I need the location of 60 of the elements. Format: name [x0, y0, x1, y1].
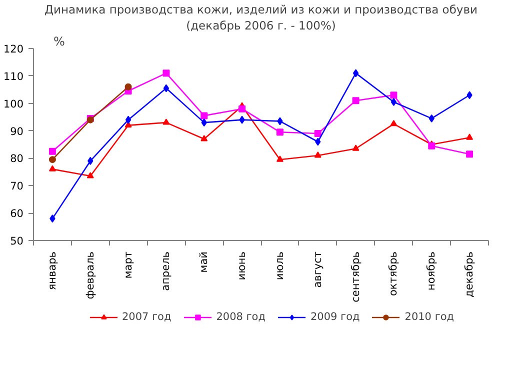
x-tick-label: июль [274, 252, 286, 280]
y-tick-label: 120 [3, 44, 24, 56]
point [390, 92, 398, 99]
y-tick-label: 100 [3, 98, 24, 110]
point [88, 156, 94, 165]
point [466, 134, 474, 140]
point [238, 105, 246, 112]
y-tick-label: 80 [10, 153, 24, 166]
x-tick-label: январь [46, 251, 58, 290]
x-tick-label: май [198, 251, 210, 273]
x-tick-label: февраль [84, 252, 96, 300]
x-tick-label: декабрь [464, 251, 476, 298]
point [48, 165, 56, 172]
point [162, 70, 170, 77]
point [162, 118, 170, 125]
x-tick-label: апрель [160, 251, 172, 291]
point [314, 152, 322, 158]
point [428, 114, 434, 122]
point [390, 120, 398, 126]
y-tick-label: 70 [10, 180, 24, 193]
point [352, 144, 360, 151]
point [466, 91, 472, 100]
point [277, 117, 283, 126]
chart-subtitle: (декабрь 2006 г. - 100%) [186, 18, 336, 32]
point [201, 118, 207, 127]
y-tick-label: 110 [3, 70, 24, 83]
point [125, 116, 132, 124]
x-tick-label: март [122, 251, 134, 279]
point [428, 142, 436, 150]
point [50, 214, 56, 223]
point [352, 97, 360, 104]
point [163, 84, 170, 92]
point [276, 128, 284, 136]
point [466, 150, 474, 158]
point [315, 138, 321, 146]
point [352, 69, 359, 78]
x-tick-label: июнь [236, 251, 248, 280]
x-tick-label: сентябрь [350, 252, 362, 302]
point [390, 98, 397, 106]
y-tick-label: 50 [10, 236, 24, 248]
y-tick-label: 60 [10, 208, 24, 220]
y-tick-label: 90 [10, 126, 24, 138]
chart-title: Динамика производства кожи, изделий из кожи и производства обуви [44, 2, 478, 16]
point [48, 156, 56, 164]
legend-label: 2009 год [310, 311, 360, 323]
x-tick-label: август [312, 251, 324, 288]
point [276, 156, 284, 162]
legend-label: 2010 год [404, 311, 454, 323]
legend-label: 2007 год [122, 311, 172, 323]
point [200, 112, 208, 120]
point [86, 172, 94, 178]
legend-label: 2008 год [216, 311, 266, 323]
y-axis-title: % [54, 34, 65, 48]
point [200, 135, 208, 142]
point [124, 83, 132, 90]
point [314, 130, 322, 138]
point [239, 116, 245, 124]
x-tick-label: ноябрь [426, 251, 438, 290]
point [48, 148, 56, 155]
x-tick-label: октябрь [388, 251, 400, 296]
